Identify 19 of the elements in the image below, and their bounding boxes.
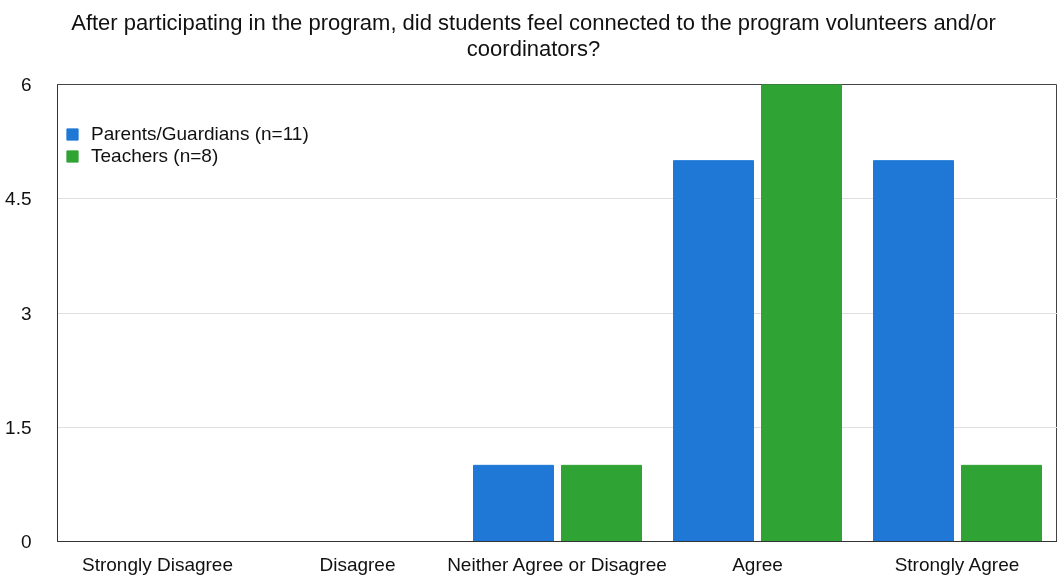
y-tick-label: 6 — [20, 74, 32, 95]
x-tick-label: Strongly Disagree — [81, 553, 234, 575]
x-tick-label: Agree — [732, 553, 783, 575]
bar — [761, 84, 842, 542]
x-tick-label: Neither Agree or Disagree — [447, 553, 667, 575]
x-tick-label: Strongly Agree — [894, 553, 1020, 575]
chart-title: After participating in the program, did students feel connected to the program volunteers and/or coordinators? — [70, 10, 997, 62]
y-tick-label: 3 — [20, 302, 32, 324]
y-tick-label: 1.5 — [5, 416, 32, 438]
legend-label: Parents/Guardians (n=11) — [91, 123, 309, 145]
x-tick-label: Disagree — [319, 553, 396, 575]
bar — [473, 464, 554, 542]
legend-label: Teachers (n=8) — [91, 145, 219, 167]
bar — [873, 160, 954, 542]
bar — [561, 464, 642, 542]
y-tick-label: 4.5 — [5, 188, 32, 210]
bar — [961, 464, 1042, 542]
y-tick-label: 0 — [20, 531, 32, 552]
bar — [673, 160, 754, 542]
